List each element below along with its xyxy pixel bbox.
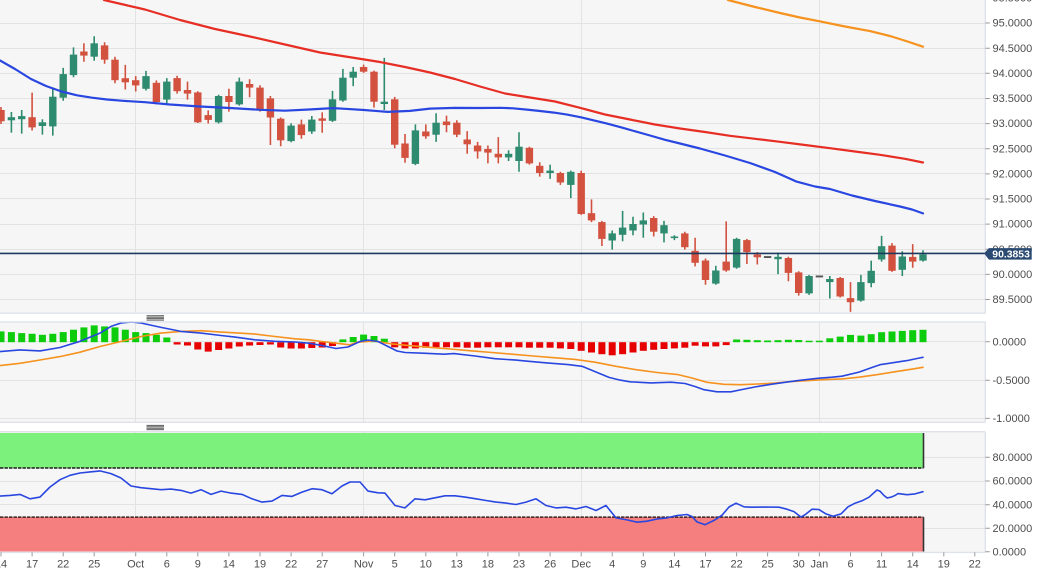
svg-text:26: 26 [544,559,556,571]
svg-text:40.0000: 40.0000 [993,499,1033,511]
svg-text:14: 14 [223,559,235,571]
svg-text:20.0000: 20.0000 [993,523,1033,535]
svg-text:93.5000: 93.5000 [993,93,1033,105]
svg-text:95.5000: 95.5000 [993,0,1033,4]
svg-text:94.0000: 94.0000 [993,68,1033,80]
svg-text:92.5000: 92.5000 [993,143,1033,155]
svg-text:Dec: Dec [571,559,591,571]
svg-text:10: 10 [420,559,432,571]
svg-text:0.0000: 0.0000 [993,546,1027,558]
svg-text:91.5000: 91.5000 [993,194,1033,206]
svg-text:22: 22 [969,559,981,571]
svg-text:25: 25 [761,559,773,571]
svg-text:14: 14 [907,559,919,571]
svg-text:89.5000: 89.5000 [993,294,1033,306]
svg-text:22: 22 [730,559,742,571]
svg-text:17: 17 [699,559,711,571]
svg-text:30: 30 [793,559,805,571]
svg-text:23: 23 [513,559,525,571]
svg-text:19: 19 [254,559,266,571]
svg-text:6: 6 [847,559,853,571]
svg-text:Jan: Jan [811,559,829,571]
svg-text:80.0000: 80.0000 [993,452,1033,464]
svg-text:11: 11 [876,559,887,571]
svg-text:6: 6 [164,559,170,571]
svg-text:94.5000: 94.5000 [993,43,1033,55]
svg-text:90.3853: 90.3853 [992,250,1030,261]
svg-text:-0.5000: -0.5000 [993,375,1030,387]
svg-text:4: 4 [609,559,615,571]
svg-text:Nov: Nov [354,559,374,571]
svg-text:22: 22 [57,559,69,571]
svg-text:95.0000: 95.0000 [993,18,1033,30]
svg-text:-1.0000: -1.0000 [993,413,1030,425]
svg-text:90.0000: 90.0000 [993,269,1033,281]
svg-text:9: 9 [640,559,646,571]
svg-text:27: 27 [316,559,328,571]
svg-text:22: 22 [285,559,297,571]
svg-text:91.0000: 91.0000 [993,219,1033,231]
svg-text:0.0000: 0.0000 [993,336,1027,348]
svg-text:Oct: Oct [127,559,144,571]
svg-text:17: 17 [26,559,38,571]
svg-text:19: 19 [938,559,950,571]
svg-text:9: 9 [195,559,201,571]
svg-text:93.0000: 93.0000 [993,118,1033,130]
svg-text:14: 14 [668,559,680,571]
svg-text:25: 25 [88,559,100,571]
svg-text:13: 13 [451,559,463,571]
svg-text:14: 14 [0,559,7,571]
svg-text:92.0000: 92.0000 [993,169,1033,181]
svg-text:18: 18 [482,559,494,571]
svg-text:5: 5 [392,559,398,571]
svg-text:60.0000: 60.0000 [993,476,1033,488]
